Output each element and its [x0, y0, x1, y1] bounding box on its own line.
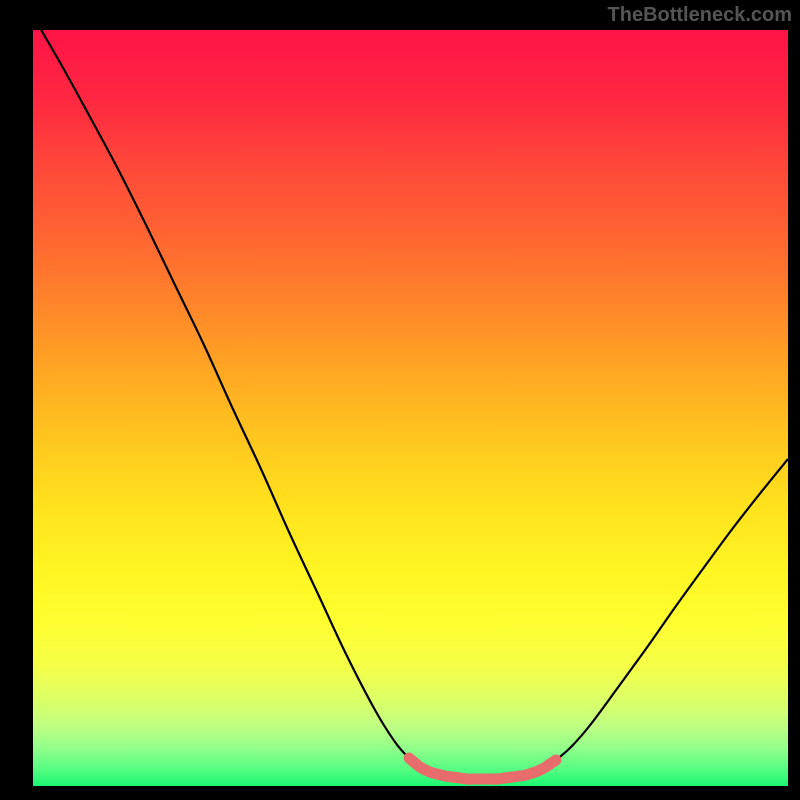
watermark-text: TheBottleneck.com — [608, 4, 792, 27]
chart-plot-area — [33, 30, 788, 786]
chart-svg — [33, 30, 788, 786]
